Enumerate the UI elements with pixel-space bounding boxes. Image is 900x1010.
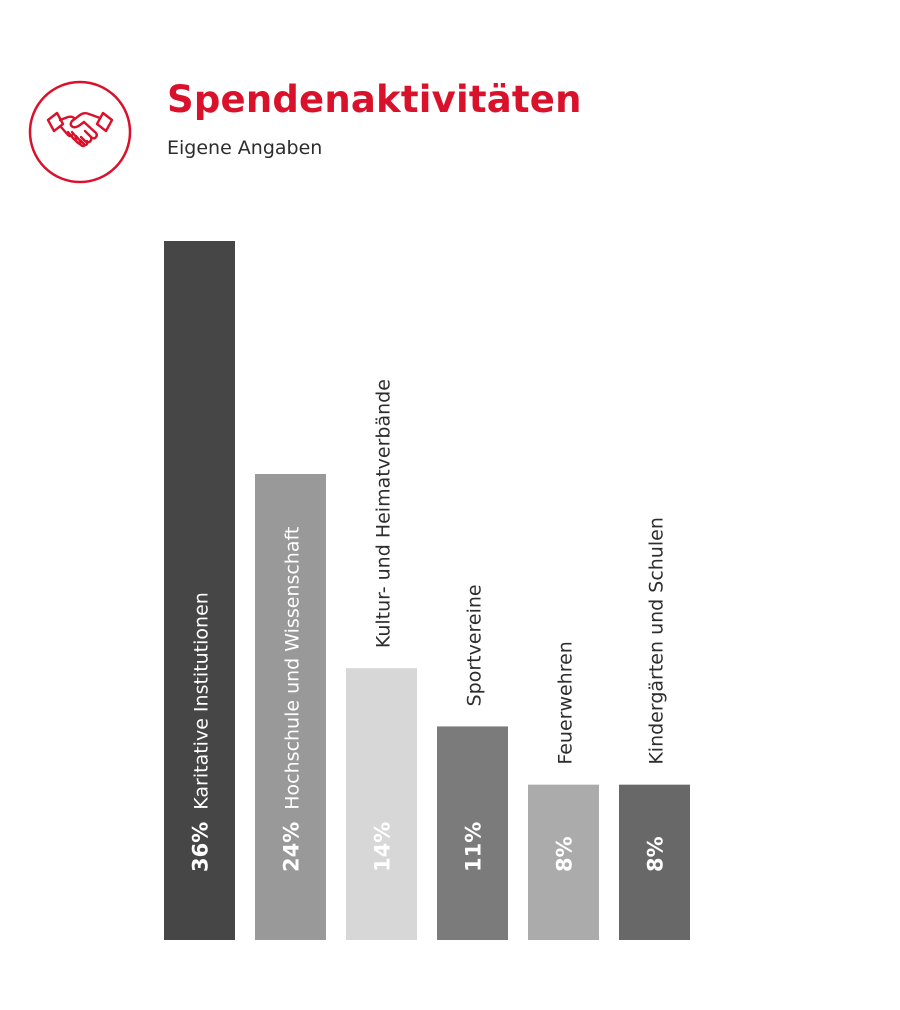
category-label-feuerwehren: Feuerwehren xyxy=(555,641,577,765)
value-label-feuerwehren: 8% xyxy=(553,836,577,872)
bar-sportvereine xyxy=(437,726,508,940)
bar-hochschule-und-wissenschaft xyxy=(255,474,326,940)
category-label-kultur-und-heimatverbaende: Kultur- und Heimatverbände xyxy=(373,379,395,648)
bar-label-group-sportvereine: 11% Sportvereine xyxy=(462,584,486,872)
bar-kultur-und-heimatverbaende xyxy=(346,668,417,940)
bar-label-group-karitative-institutionen: 36% Karitative Institutionen xyxy=(189,592,213,872)
category-label-sportvereine: Sportvereine xyxy=(464,584,486,706)
bar-label-group-hochschule-und-wissenschaft: 24% Hochschule und Wissenschaft xyxy=(280,527,304,872)
value-label-karitative-institutionen: 36% xyxy=(189,822,213,872)
bar-karitative-institutionen xyxy=(164,241,235,940)
value-label-hochschule-und-wissenschaft: 24% xyxy=(280,822,304,872)
bar-label-group-feuerwehren: 8% Feuerwehren xyxy=(553,641,577,872)
category-label-kindergaerten-und-schulen: Kindergärten und Schulen xyxy=(646,517,668,765)
value-label-kultur-und-heimatverbaende: 14% xyxy=(371,822,395,872)
page-subtitle: Eigene Angaben xyxy=(167,137,323,159)
value-label-sportvereine: 11% xyxy=(462,822,486,872)
category-label-karitative-institutionen: Karitative Institutionen xyxy=(191,592,213,810)
value-label-kindergaerten-und-schulen: 8% xyxy=(644,836,668,872)
page-title: Spendenaktivitäten xyxy=(167,78,582,121)
bar-label-group-kultur-und-heimatverbaende: 14% Kultur- und Heimatverbände xyxy=(371,379,395,872)
handshake-icon xyxy=(28,80,132,184)
bar-label-group-kindergaerten-und-schulen: 8% Kindergärten und Schulen xyxy=(644,517,668,872)
bar-kindergaerten-und-schulen xyxy=(619,784,690,940)
category-label-hochschule-und-wissenschaft: Hochschule und Wissenschaft xyxy=(282,527,304,810)
bar-feuerwehren xyxy=(528,784,599,940)
